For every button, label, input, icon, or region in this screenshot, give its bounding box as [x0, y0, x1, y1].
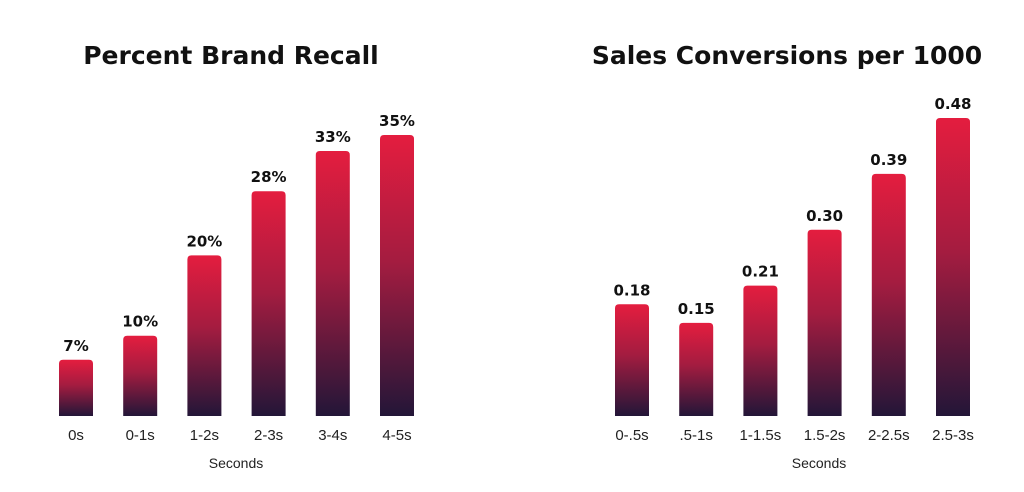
bar-3-4s: [315, 151, 350, 417]
tick-label: 2-3s: [254, 427, 283, 444]
bar-4-5s: [380, 135, 414, 416]
bar-0-.5s: [615, 304, 649, 416]
value-label: 35%: [379, 112, 415, 130]
bars: [615, 118, 970, 416]
tick-label: 4-5s: [382, 427, 411, 444]
value-label: 0.48: [934, 95, 971, 113]
bar-0-1s: [123, 335, 158, 416]
bar-1-1.5s: [743, 285, 778, 416]
value-label: 0.15: [678, 300, 715, 318]
value-label: 28%: [251, 168, 287, 186]
chart-title: Sales Conversions per 1000: [592, 41, 982, 70]
x-axis-label: Seconds: [209, 455, 263, 471]
bar-.5-1s: [679, 322, 714, 416]
tick-label: 1-2s: [190, 427, 219, 444]
value-label: 0.18: [613, 281, 650, 299]
chart-sales-conversions: Sales Conversions per 1000 0.180.150.210…: [592, 41, 982, 471]
bar-0s: [59, 359, 93, 416]
value-label: 0.39: [870, 151, 907, 169]
bar-2-3s: [251, 191, 286, 416]
value-label: 7%: [63, 337, 88, 355]
tick-label: 1.5-2s: [804, 427, 846, 444]
tick-label: 1-1.5s: [740, 427, 782, 444]
tick-label: 0-.5s: [615, 427, 648, 444]
value-label: 0.21: [742, 263, 779, 281]
x-axis-label: Seconds: [792, 455, 846, 471]
chart-title: Percent Brand Recall: [83, 41, 379, 70]
tick-label: 2-2.5s: [868, 427, 910, 444]
value-labels: 0.18 0.15 0.21 0.30 0.39 0.48: [613, 95, 971, 318]
value-label: 33%: [315, 128, 351, 146]
bar-1-2s: [187, 255, 222, 416]
bar-1.5-2s: [807, 229, 842, 416]
bar-2-2.5s: [871, 173, 906, 416]
value-label: 0.30: [806, 207, 843, 225]
tick-labels: 0-.5s .5-1s 1-1.5s 1.5-2s 2-2.5s 2.5-3s: [615, 427, 974, 444]
value-label: 10%: [122, 313, 158, 331]
tick-label: .5-1s: [680, 427, 713, 444]
tick-label: 3-4s: [318, 427, 347, 444]
tick-labels: 0s 0-1s 1-2s 2-3s 3-4s 4-5s: [68, 427, 412, 444]
tick-label: 0-1s: [126, 427, 155, 444]
bar-2.5-3s: [936, 118, 970, 416]
bars: [59, 135, 414, 417]
tick-label: 2.5-3s: [932, 427, 974, 444]
value-label: 20%: [186, 232, 222, 250]
chart-brand-recall: Percent Brand Recall 7% 10% 20% 28% 33% 35% 0…: [59, 41, 415, 471]
tick-label: 0s: [68, 427, 84, 444]
value-labels: 7% 10% 20% 28% 33% 35%: [63, 112, 415, 355]
